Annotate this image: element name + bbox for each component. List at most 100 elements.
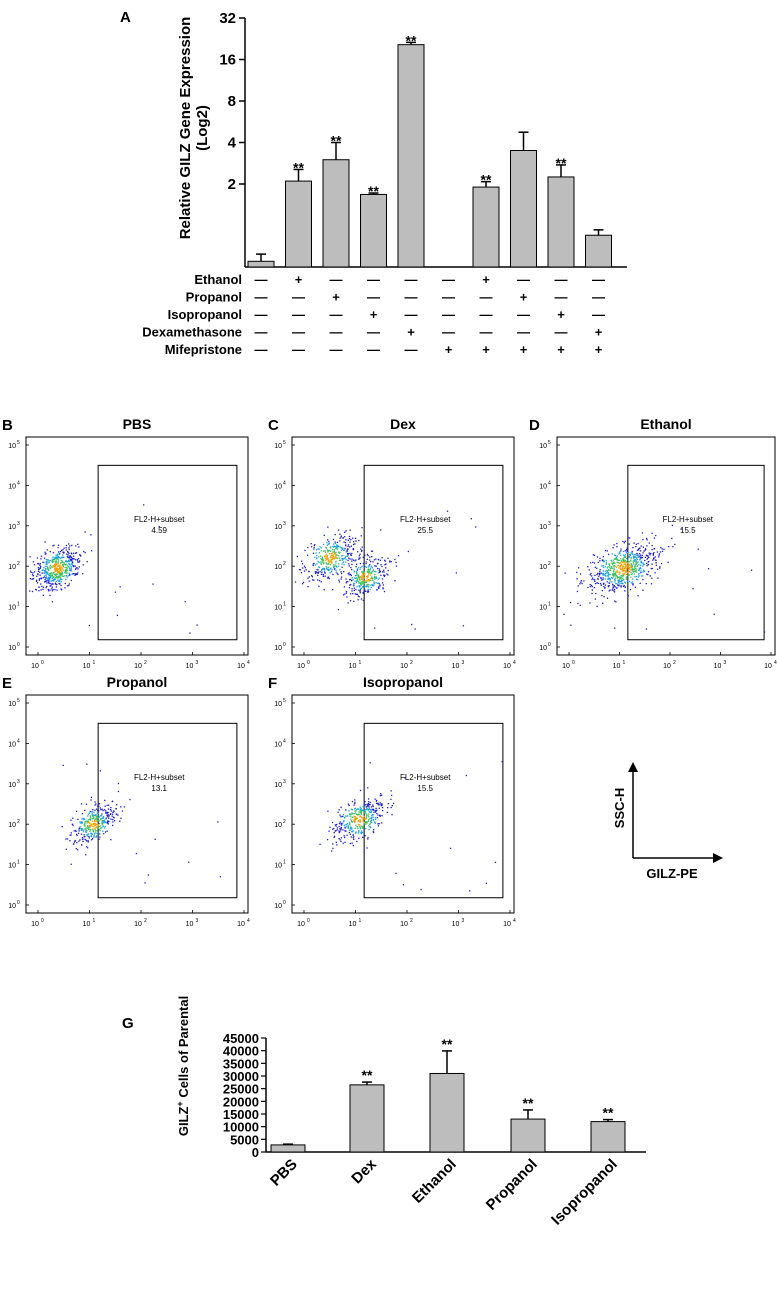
flow-event-dot [73, 841, 76, 843]
flow-event-dot [335, 544, 338, 546]
panel-a-treatment-mark: — [555, 272, 568, 287]
flow-event-dot [96, 832, 98, 835]
flow-event-dot [651, 548, 653, 551]
flow-event-dot [328, 559, 330, 561]
flow-event-dot [622, 573, 624, 575]
flow-event-dot [365, 575, 368, 578]
flow-event-dot [108, 820, 110, 823]
flow-event-dot [347, 602, 349, 604]
flow-event-dot [57, 568, 59, 571]
flow-event-dot [72, 565, 75, 568]
flow-event-dot [351, 568, 353, 571]
flow-event-dot [620, 568, 622, 571]
flow-event-dot [69, 558, 71, 561]
flow-event-dot [66, 560, 68, 563]
flow-event-dot [47, 581, 50, 583]
flow-event-dot [615, 571, 617, 573]
flow-event-dot [351, 828, 353, 830]
flow-event-dot [54, 569, 57, 571]
flow-event-dot [83, 818, 85, 820]
flow-event-dot [323, 562, 325, 565]
flow-event-dot [390, 798, 392, 800]
flow-event-dot [381, 804, 383, 806]
flow-event-dot [56, 576, 59, 578]
flow-event-dot [692, 588, 694, 590]
flow-event-dot [616, 571, 618, 573]
panel-a-chart: A Relative GILZ Gene Expression (Log2) 2… [120, 9, 627, 357]
flow-event-dot [383, 559, 386, 561]
flow-event-dot [634, 570, 637, 572]
flow-event-dot [49, 576, 51, 579]
flow-event-dot [45, 574, 48, 576]
flow-event-dot [59, 569, 61, 571]
flow-event-dot [92, 836, 94, 838]
flow-event-dot [602, 566, 605, 569]
flow-event-dot [349, 827, 352, 829]
flow-event-dot [387, 557, 389, 559]
flow-event-dot [588, 569, 590, 571]
flow-event-dot [344, 547, 346, 550]
flow-event-dot [327, 576, 329, 578]
flow-event-dot [59, 564, 61, 566]
flow-event-dot [51, 558, 54, 560]
flow-event-dot [81, 844, 83, 846]
flow-event-dot [339, 814, 341, 816]
flow-event-dot [365, 806, 368, 808]
flow-event-dot [46, 559, 49, 561]
flow-event-dot [577, 602, 579, 605]
flow-event-dot [304, 567, 306, 569]
flow-event-dot [48, 568, 50, 570]
flow-event-dot [622, 567, 624, 570]
flow-event-dot [81, 813, 84, 815]
flow-event-dot [614, 572, 616, 574]
flow-event-dot [55, 586, 58, 588]
flow-event-dot [645, 548, 647, 551]
flow-event-dot [661, 550, 664, 553]
flow-event-dot [92, 828, 94, 830]
flow-event-dot [83, 824, 85, 826]
flow-event-dot [362, 806, 364, 808]
flow-event-dot [612, 573, 615, 575]
flow-event-dot [646, 558, 648, 560]
flow-event-dot [328, 543, 330, 545]
flow-event-dot [302, 567, 304, 569]
flow-event-dot [642, 546, 645, 548]
flow-event-dot [55, 583, 57, 586]
flow-event-dot [333, 550, 335, 553]
flow-event-dot [74, 565, 76, 567]
flow-event-dot [365, 581, 367, 583]
flow-event-dot [331, 562, 333, 564]
flow-event-dot [614, 600, 616, 602]
flow-event-dot [362, 580, 364, 583]
flow-event-dot [344, 541, 347, 544]
flow-panel-title: Ethanol [640, 416, 691, 432]
flow-event-dot [353, 540, 355, 543]
flow-event-dot [64, 575, 66, 577]
flow-event-dot [373, 581, 375, 583]
flow-event-dot [370, 821, 373, 824]
flow-event-dot [52, 560, 54, 563]
flow-event-dot [641, 532, 644, 534]
flow-event-dot [56, 563, 58, 565]
flow-event-dot [334, 557, 336, 559]
panel-a-ytick-label: 32 [219, 10, 236, 27]
flow-event-dot [648, 552, 650, 554]
flow-event-dot [39, 564, 41, 566]
flow-event-dot [594, 598, 596, 600]
flow-event-dot [369, 574, 372, 576]
flow-event-dot [71, 553, 73, 555]
flow-event-dot [71, 562, 73, 565]
flow-event-dot [394, 558, 396, 561]
flow-event-dot [383, 590, 386, 593]
flow-event-dot [364, 835, 366, 837]
flow-event-dot [368, 571, 370, 573]
flow-event-dot [336, 557, 339, 559]
flow-event-dot [372, 819, 374, 821]
flow-event-dot [374, 565, 376, 567]
flow-event-dot [367, 798, 370, 800]
flow-event-dot [627, 565, 630, 567]
flow-event-dot [85, 820, 88, 822]
flow-event-dot [713, 613, 715, 615]
panel-a-treatment-mark: — [330, 272, 343, 287]
flow-event-dot [373, 829, 375, 831]
